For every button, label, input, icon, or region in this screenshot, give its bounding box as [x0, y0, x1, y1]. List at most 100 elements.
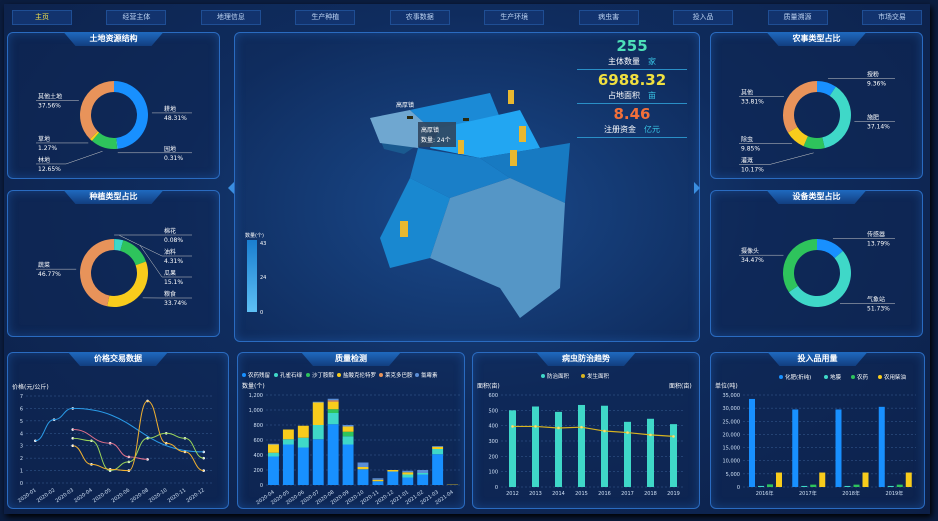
legend-label[interactable]: 孔雀石绿 — [280, 371, 303, 379]
bar[interactable] — [835, 409, 842, 487]
data-point[interactable] — [672, 435, 675, 438]
bar[interactable] — [896, 484, 903, 487]
legend-label[interactable]: 化肥(折纯) — [785, 373, 811, 381]
bar-segment[interactable] — [342, 426, 354, 432]
bar-segment[interactable] — [342, 431, 354, 437]
legend-marker[interactable] — [337, 373, 341, 377]
legend-label[interactable]: 农药残留 — [248, 371, 271, 379]
donut-slice[interactable] — [79, 81, 114, 140]
bar-segment[interactable] — [297, 447, 309, 486]
nav-item[interactable]: 经营主体 — [106, 10, 167, 25]
bar[interactable] — [601, 405, 608, 487]
donut-slice[interactable] — [91, 132, 118, 149]
data-point[interactable] — [626, 431, 629, 434]
donut-slice[interactable] — [120, 240, 146, 266]
nav-item[interactable]: 生产种植 — [295, 10, 356, 25]
bar-segment[interactable] — [297, 437, 309, 448]
bar[interactable] — [887, 485, 894, 487]
data-point[interactable] — [511, 425, 514, 428]
legend-marker[interactable] — [306, 373, 310, 377]
legend-marker[interactable] — [274, 373, 278, 377]
bar[interactable] — [810, 484, 817, 487]
map-bar[interactable] — [510, 150, 517, 166]
map[interactable]: 高厚镇 高厚镇 数量: 24个 数量(个) 43 24 0 — [235, 33, 701, 343]
map-region[interactable] — [380, 178, 450, 268]
map-region[interactable] — [480, 143, 570, 203]
bar-segment[interactable] — [387, 471, 399, 486]
bar-segment[interactable] — [372, 479, 384, 482]
map-region[interactable] — [430, 178, 565, 318]
bar[interactable] — [878, 406, 885, 487]
bar-segment[interactable] — [342, 444, 354, 486]
legend-label[interactable]: 农用柴油 — [884, 373, 907, 381]
legend-label[interactable]: 发生面积 — [587, 372, 610, 380]
donut-slice[interactable] — [114, 239, 124, 251]
nav-item[interactable]: 质量溯源 — [767, 10, 828, 25]
bar-segment[interactable] — [268, 452, 279, 457]
map-legend[interactable]: 数量(个) 43 24 0 — [245, 232, 266, 316]
bar-segment[interactable] — [327, 400, 339, 402]
bar[interactable] — [905, 472, 912, 487]
bar-segment[interactable] — [268, 456, 279, 486]
bar-segment[interactable] — [268, 444, 279, 453]
legend-label[interactable]: 农药 — [857, 373, 869, 381]
bar-segment[interactable] — [268, 443, 279, 445]
bar[interactable] — [532, 406, 539, 488]
map-region[interactable] — [430, 110, 540, 158]
map-region[interactable] — [370, 110, 430, 148]
legend-marker[interactable] — [878, 375, 882, 379]
bar-segment[interactable] — [312, 439, 324, 485]
bar[interactable] — [844, 485, 851, 487]
donut-slice[interactable] — [817, 239, 843, 259]
bar-segment[interactable] — [342, 436, 354, 445]
donut-slice[interactable] — [822, 86, 851, 149]
nav-item[interactable]: 病虫害 — [578, 10, 639, 25]
donut-slice[interactable] — [116, 137, 118, 149]
bar-segment[interactable] — [417, 474, 429, 486]
bar-segment[interactable] — [432, 449, 444, 455]
bar-segment[interactable] — [357, 469, 369, 485]
map-region[interactable] — [410, 148, 510, 198]
bar[interactable] — [801, 485, 808, 487]
bar-segment[interactable] — [312, 401, 324, 403]
donut-slice[interactable] — [783, 81, 817, 133]
donut-slice[interactable] — [788, 250, 851, 307]
bar[interactable] — [792, 409, 799, 487]
map-bar[interactable] — [519, 126, 526, 142]
legend-label[interactable]: 氯霉素 — [421, 371, 438, 379]
donut-slice[interactable] — [803, 136, 825, 149]
bar-segment[interactable] — [402, 474, 414, 478]
data-point[interactable] — [557, 426, 560, 430]
bar-segment[interactable] — [327, 401, 339, 410]
bar[interactable] — [670, 424, 677, 487]
bar[interactable] — [624, 421, 631, 487]
bar[interactable] — [776, 472, 782, 487]
bar-segment[interactable] — [327, 409, 339, 413]
bar[interactable] — [749, 398, 755, 487]
bar-segment[interactable] — [327, 424, 339, 485]
bar[interactable] — [853, 484, 860, 487]
bar-segment[interactable] — [357, 467, 369, 470]
data-point[interactable] — [603, 429, 606, 433]
bar[interactable] — [647, 418, 654, 487]
map-bar[interactable] — [400, 221, 408, 237]
bar[interactable] — [767, 484, 773, 487]
donut-slice[interactable] — [787, 126, 808, 147]
bar-segment[interactable] — [297, 425, 309, 438]
legend-marker[interactable] — [541, 374, 545, 378]
legend-marker[interactable] — [415, 373, 419, 377]
nav-item[interactable]: 生产环境 — [484, 10, 545, 25]
legend-marker[interactable] — [242, 373, 246, 377]
bar[interactable] — [509, 410, 516, 487]
legend-label[interactable]: 地膜 — [830, 373, 842, 381]
bar-segment[interactable] — [312, 402, 324, 426]
legend-label[interactable]: 沙丁胺醇 — [312, 371, 335, 379]
bar-segment[interactable] — [327, 398, 339, 401]
data-point[interactable] — [649, 433, 652, 437]
nav-item[interactable]: 地理信息 — [200, 10, 261, 25]
data-point[interactable] — [534, 425, 537, 428]
right-arrow-icon[interactable] — [694, 182, 700, 194]
legend-marker[interactable] — [581, 374, 585, 378]
left-arrow-icon[interactable] — [228, 182, 234, 194]
map-region[interactable] — [410, 93, 500, 128]
